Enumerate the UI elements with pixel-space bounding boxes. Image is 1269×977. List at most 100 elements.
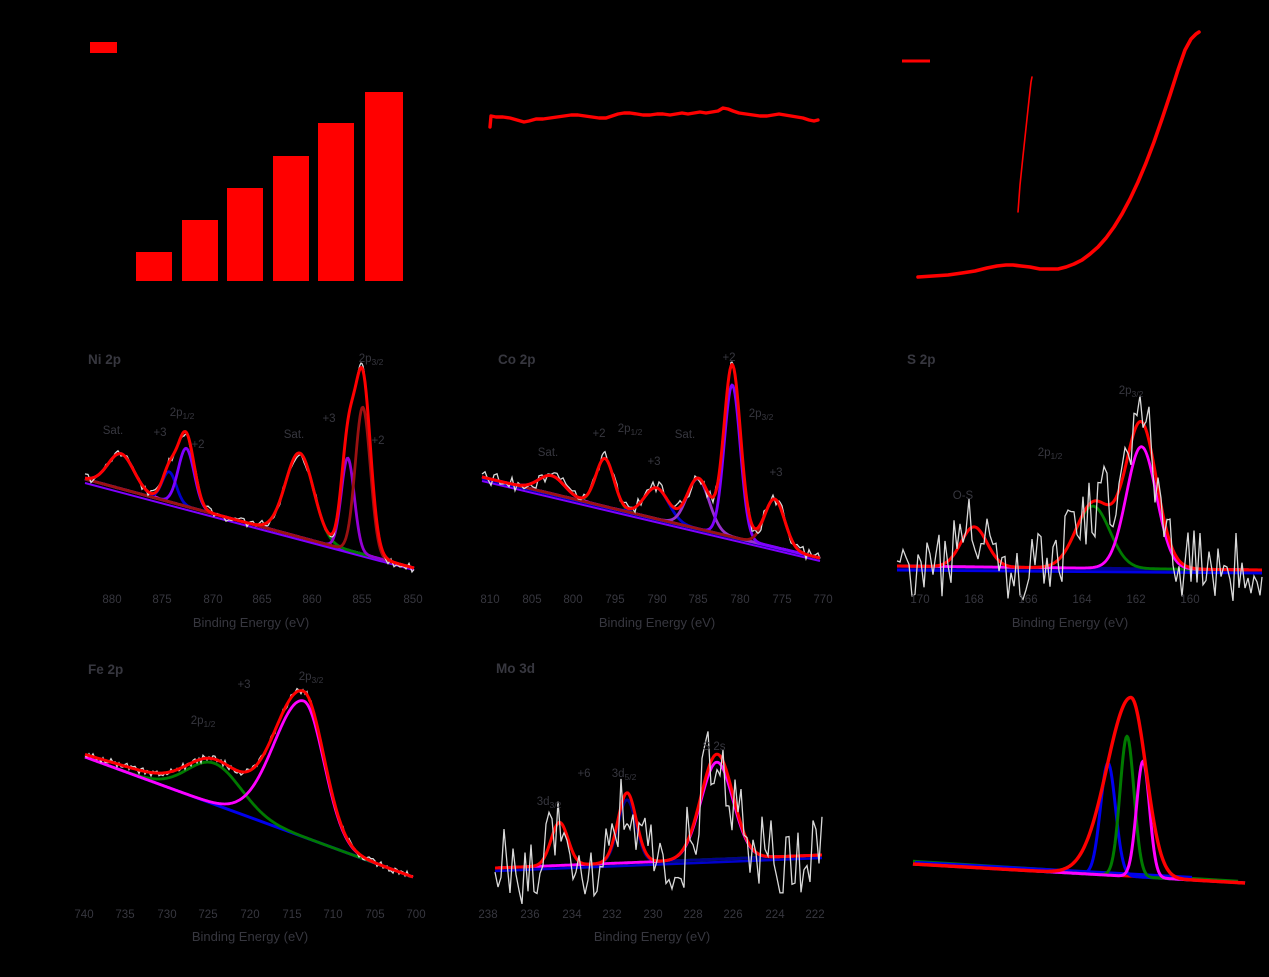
tick-label: 232: [602, 909, 621, 921]
axis-label: Binding Energy (eV): [599, 615, 715, 630]
baseline-line: [896, 568, 1263, 575]
peak-label: 2p3/2: [359, 353, 384, 367]
raw-data-trace: [896, 395, 1263, 601]
peak-label: +3: [647, 456, 660, 468]
tick-label: 168: [964, 594, 983, 606]
peak-label: 3d3/2: [537, 796, 562, 810]
tick-label: 725: [198, 909, 217, 921]
peak-label: +3: [322, 413, 335, 425]
tick-label: 238: [478, 909, 497, 921]
tick-label: 735: [115, 909, 134, 921]
tick-label: 720: [240, 909, 259, 921]
tick-label: 710: [323, 909, 342, 921]
tick-label: 160: [1180, 594, 1199, 606]
tick-label: 236: [520, 909, 539, 921]
current-time-trace: [488, 106, 820, 129]
tick-label: 860: [302, 594, 321, 606]
tick-label: 705: [365, 909, 384, 921]
bar: [136, 252, 172, 281]
peak-label: +2: [592, 428, 605, 440]
bar: [365, 92, 403, 281]
panel-stability-trace: [488, 106, 820, 129]
envelope-curve: [494, 752, 823, 870]
bar: [227, 188, 263, 281]
tick-label: 730: [157, 909, 176, 921]
axis-label: Binding Energy (eV): [594, 929, 710, 944]
peak-label: +3: [153, 427, 166, 439]
lsv-curve: [916, 30, 1201, 279]
peak-label: +2: [722, 352, 735, 364]
fit-peak-curve: [84, 405, 415, 570]
tick-label: 740: [74, 909, 93, 921]
tick-label: 715: [282, 909, 301, 921]
tick-label: 875: [152, 594, 171, 606]
peak-label: 2p1/2: [618, 423, 643, 437]
axis-label: Binding Energy (eV): [1012, 615, 1128, 630]
peak-label: Sat.: [538, 447, 558, 459]
tick-label: 805: [522, 594, 541, 606]
panel-ni2p: 880 875 870 865 860 855 850 Binding Energy (eV)…: [84, 352, 423, 630]
peak-label: +2: [191, 439, 204, 451]
peak-label: Sat.: [675, 429, 695, 441]
tick-label: 785: [688, 594, 707, 606]
peak-label: Sat.: [284, 429, 304, 441]
tick-label: 230: [643, 909, 662, 921]
steep-thin-line: [1017, 76, 1033, 213]
peak-label: +3: [237, 679, 250, 691]
panel-title: Fe 2p: [88, 662, 123, 677]
tick-label: 855: [352, 594, 371, 606]
raw-data-trace: [494, 731, 823, 905]
fit-peak-curve: [912, 695, 1246, 885]
fit-peak-curve: [912, 734, 1246, 885]
baseline-line: [84, 482, 415, 571]
tick-label: 870: [203, 594, 222, 606]
envelope-curve: [84, 689, 414, 879]
tick-label: 790: [647, 594, 666, 606]
axis-label: Binding Energy (eV): [193, 615, 309, 630]
peak-label: 2p1/2: [1038, 447, 1063, 461]
panel-co2p: 810 805 800 795 790 785 780 775 770 Binding Energ…: [480, 352, 832, 630]
peak-label: 3d5/2: [612, 768, 637, 782]
panel-bar-activity: [90, 42, 403, 281]
fit-peak-curve: [84, 699, 414, 879]
envelope-curve: [481, 363, 821, 560]
panel-mo3d: 238 236 234 232 230 228 226 224 222 Binding Energ…: [478, 661, 824, 944]
peak-label: +6: [577, 768, 590, 780]
tick-label: 865: [252, 594, 271, 606]
peak-label: Sat.: [103, 425, 123, 437]
fit-peak-curve: [896, 445, 1263, 572]
tick-label: 880: [102, 594, 121, 606]
peak-label: S 2s: [702, 741, 725, 753]
envelope-curve: [896, 420, 1263, 572]
peak-label: 2p3/2: [749, 408, 774, 422]
bar: [273, 156, 309, 281]
panel-title: S 2p: [907, 352, 936, 367]
tick-label: 228: [683, 909, 702, 921]
panel-polarization-curve: [902, 30, 1201, 279]
tick-label: 224: [765, 909, 785, 921]
envelope-curve: [84, 366, 415, 570]
tick-label: 810: [480, 594, 499, 606]
peak-label: O-S: [953, 490, 974, 502]
tick-label: 795: [605, 594, 624, 606]
peak-label: 2p3/2: [299, 671, 324, 685]
peak-label: 2p1/2: [170, 407, 195, 421]
tick-label: 700: [406, 909, 425, 921]
raw-data-trace: [84, 687, 414, 878]
tick-label: 850: [403, 594, 422, 606]
panel-fit-only: [912, 695, 1246, 885]
tick-label: 164: [1072, 594, 1092, 606]
tick-label: 170: [910, 594, 929, 606]
peak-label: 2p1/2: [191, 715, 216, 729]
bar: [318, 123, 354, 281]
tick-label: 162: [1126, 594, 1145, 606]
panel-title: Co 2p: [498, 352, 536, 367]
peak-label: +2: [371, 435, 384, 447]
peak-label: 2p3/2: [1119, 385, 1144, 399]
axis-label: Binding Energy (eV): [192, 929, 308, 944]
panel-title: Ni 2p: [88, 352, 121, 367]
bar: [182, 220, 218, 281]
tick-label: 226: [723, 909, 742, 921]
